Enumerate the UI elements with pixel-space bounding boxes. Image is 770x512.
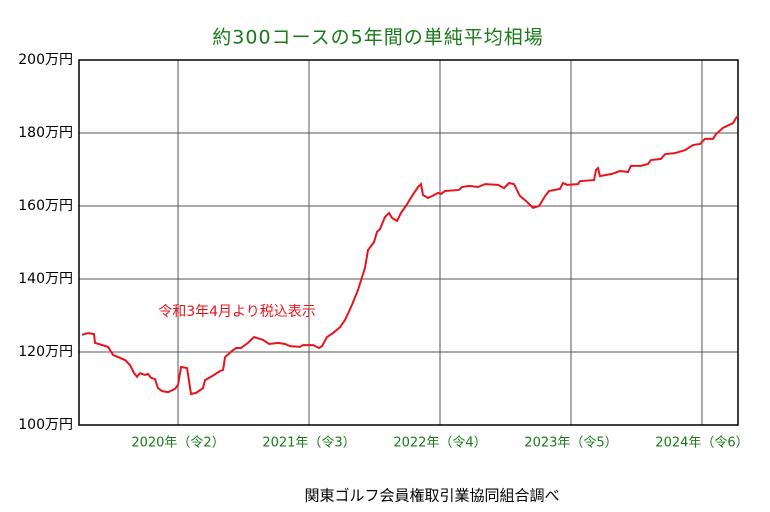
y-tick-label: 140万円 bbox=[18, 271, 73, 287]
y-tick-label: 120万円 bbox=[18, 344, 73, 360]
y-tick-label: 160万円 bbox=[18, 198, 73, 214]
x-tick-label: 2022年（令4） bbox=[393, 436, 486, 451]
annotation: 令和3年4月より税込表示 bbox=[158, 304, 316, 320]
source: 関東ゴルフ会員権取引業協同組合調べ bbox=[304, 487, 559, 505]
plot-border bbox=[78, 59, 739, 426]
data-line bbox=[81, 115, 739, 396]
chart-title: 約300コースの5年間の単純平均相場 bbox=[212, 27, 543, 49]
y-tick-label: 100万円 bbox=[18, 417, 73, 433]
y-tick-label: 200万円 bbox=[18, 52, 73, 68]
y-tick-label: 180万円 bbox=[18, 125, 73, 141]
x-tick-label: 2021年（令3） bbox=[262, 436, 355, 451]
x-tick-label: 2023年（令5） bbox=[524, 436, 617, 451]
x-tick-label: 2020年（令2） bbox=[131, 436, 224, 451]
x-tick-label: 2024年（令6） bbox=[655, 436, 748, 451]
